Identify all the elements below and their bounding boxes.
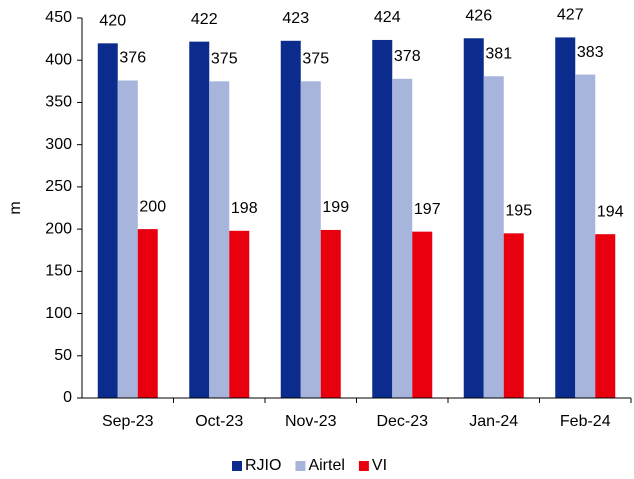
legend-label: VI: [372, 457, 387, 474]
data-label: 426: [465, 7, 492, 24]
data-label: 194: [597, 203, 624, 220]
data-label: 381: [485, 45, 512, 62]
x-tick-label: Feb-24: [560, 413, 611, 430]
data-label: 427: [557, 7, 584, 24]
y-tick-label: 200: [45, 220, 72, 237]
y-tick-label: 250: [45, 178, 72, 195]
bar: [392, 78, 413, 399]
y-tick-label: 150: [45, 263, 72, 280]
x-tick-label: Dec-23: [376, 413, 428, 430]
bar: [117, 80, 138, 398]
legend-swatch: [295, 461, 306, 471]
bar: [209, 81, 230, 398]
bar: [595, 234, 616, 398]
data-label: 424: [374, 9, 401, 26]
data-label: 423: [282, 10, 309, 27]
legend-swatch: [232, 461, 242, 471]
data-label: 195: [505, 203, 532, 220]
bar: [280, 40, 301, 399]
data-label: 420: [99, 13, 126, 30]
legend-swatch: [358, 461, 369, 471]
bar: [97, 43, 118, 398]
data-label: 200: [139, 198, 166, 215]
bar: [372, 39, 393, 398]
bar: [137, 229, 158, 398]
data-label: 383: [577, 44, 604, 61]
bar: [483, 76, 504, 399]
data-label: 197: [414, 201, 441, 218]
x-tick-label: Oct-23: [195, 413, 243, 430]
data-label: 198: [231, 200, 258, 217]
data-label: 199: [322, 199, 349, 216]
bar: [320, 229, 341, 398]
data-label: 375: [302, 51, 329, 68]
y-tick-label: 0: [63, 389, 72, 406]
x-tick-label: Nov-23: [285, 413, 337, 430]
y-tick-label: 50: [54, 347, 72, 364]
x-tick-label: Jan-24: [469, 413, 518, 430]
y-tick-label: 450: [45, 9, 72, 26]
bar: [463, 38, 484, 399]
bar: [229, 230, 250, 398]
y-axis-title: m: [7, 201, 24, 214]
x-tick-label: Sep-23: [102, 413, 154, 430]
bar: [189, 41, 210, 399]
data-label: 376: [119, 50, 146, 67]
y-tick-label: 300: [45, 136, 72, 153]
data-label: 422: [191, 11, 218, 28]
bar: [555, 37, 576, 399]
bar: [412, 231, 433, 398]
data-label: 378: [394, 48, 421, 65]
y-tick-label: 400: [45, 51, 72, 68]
y-tick-label: 100: [45, 305, 72, 322]
bar: [503, 233, 524, 398]
y-tick-label: 350: [45, 94, 72, 111]
bar: [575, 74, 596, 399]
legend-label: RJIO: [245, 457, 281, 474]
bar: [300, 81, 321, 398]
data-label: 375: [211, 51, 238, 68]
legend-label: Airtel: [308, 457, 344, 474]
